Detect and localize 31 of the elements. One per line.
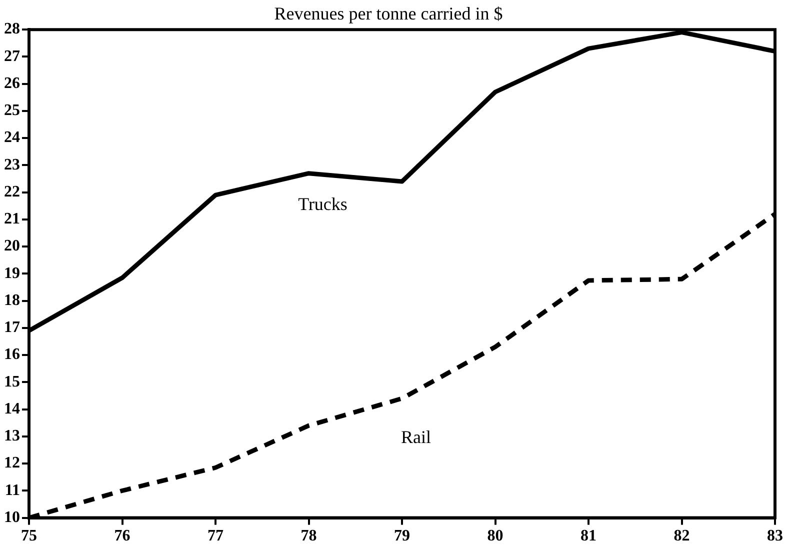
- x-tick-label: 78: [300, 528, 317, 545]
- y-tick-label: 27: [4, 48, 20, 65]
- y-tick-label: 18: [4, 292, 20, 309]
- chart-title: Revenues per tonne carried in $: [274, 4, 503, 24]
- y-tick-label: 22: [4, 183, 20, 200]
- x-tick-label: 81: [580, 528, 596, 545]
- y-tick-label: 24: [4, 129, 20, 146]
- y-tick-label: 16: [4, 346, 20, 364]
- y-tick-label: 19: [4, 264, 20, 282]
- y-tick-label: 25: [4, 102, 20, 120]
- y-tick-label: 12: [4, 454, 20, 472]
- y-tick-label: 17: [4, 319, 20, 336]
- x-tick-label: 83: [767, 528, 783, 545]
- y-tick-label: 26: [4, 74, 20, 92]
- x-tick-label: 76: [114, 528, 130, 545]
- y-tick-label: 15: [4, 373, 20, 390]
- x-tick-label: 82: [674, 528, 690, 545]
- x-tick-label: 79: [394, 528, 410, 545]
- y-tick-label: 10: [4, 508, 20, 526]
- y-tick-label: 13: [4, 428, 20, 445]
- series-label: Rail: [401, 427, 431, 448]
- y-tick-label: 28: [4, 20, 20, 38]
- y-tick-label: 20: [4, 238, 20, 255]
- x-tick-label: 77: [208, 528, 224, 545]
- y-tick-label: 14: [4, 400, 20, 418]
- y-tick-label: 23: [4, 156, 20, 174]
- x-tick-label: 80: [487, 528, 504, 545]
- y-tick-label: 21: [4, 210, 20, 228]
- x-tick-label: 75: [21, 528, 37, 545]
- y-tick-label: 11: [4, 482, 20, 499]
- series-label: Trucks: [298, 194, 348, 214]
